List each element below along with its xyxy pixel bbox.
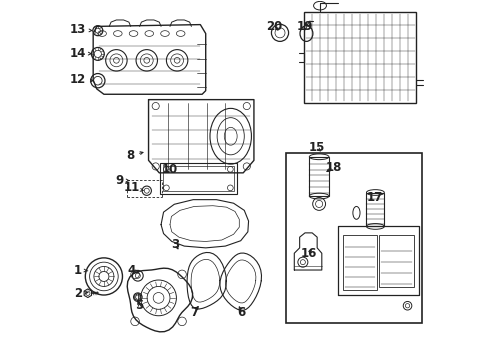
Text: 19: 19 [297,20,313,33]
Bar [367,193,384,226]
Text: 6: 6 [237,306,245,319]
Text: 14: 14 [70,47,92,60]
Bar [160,163,237,194]
Text: 1: 1 [74,264,88,276]
Text: 3: 3 [172,238,179,251]
Text: 11: 11 [123,181,143,194]
Bar [379,235,414,287]
Text: 18: 18 [325,161,342,174]
Text: 4: 4 [127,264,139,276]
Text: 7: 7 [190,306,198,319]
Bar [286,153,422,323]
Bar [309,157,329,196]
Text: 2: 2 [74,287,88,300]
Text: 16: 16 [301,247,318,260]
Bar [343,235,377,290]
Text: 9: 9 [115,174,129,186]
Text: 10: 10 [162,163,178,176]
Text: 20: 20 [266,20,282,33]
Text: 15: 15 [308,141,325,154]
Text: 13: 13 [70,23,92,36]
Text: 8: 8 [126,149,143,162]
Text: 5: 5 [136,299,144,312]
Bar [163,166,234,192]
Text: 12: 12 [70,73,93,86]
Text: 17: 17 [366,192,382,204]
Bar [304,12,416,103]
